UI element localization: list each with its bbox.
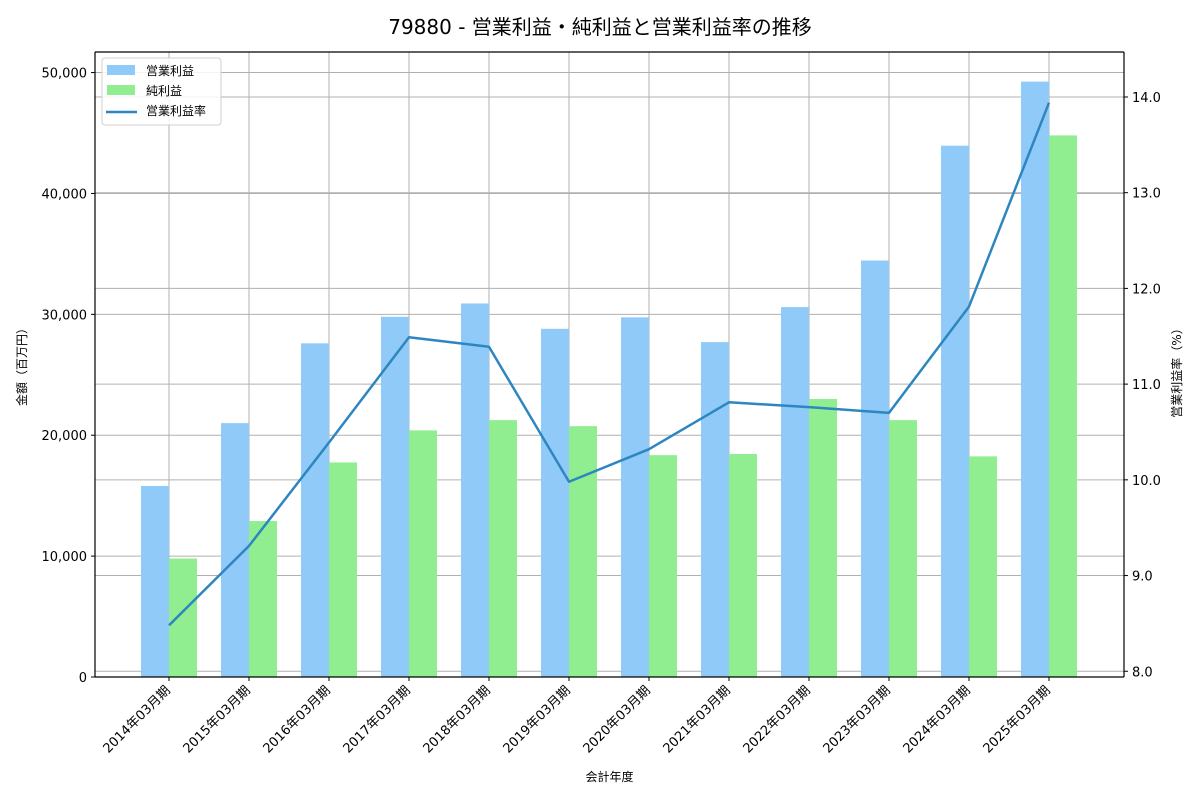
bar-operating-profit [1021,81,1049,678]
legend-item-operating-margin: 営業利益率 [106,103,206,118]
x-tick-label: 2018年03月期 [421,683,494,756]
bar-net-profit [409,430,437,677]
legend-label: 純利益 [146,84,182,98]
y2-tick-label: 8.0 [1132,665,1153,680]
bar-net-profit [729,453,757,677]
bar-operating-profit [461,303,489,677]
y2-tick-label: 13.0 [1132,187,1161,202]
legend-swatch [107,85,135,95]
y-tick-label: 50,000 [42,67,88,82]
bar-operating-profit [941,145,969,677]
x-tick-label: 2022年03月期 [741,683,814,756]
legend-item-operating-profit: 営業利益 [107,64,194,78]
y-tick-label: 0 [79,671,87,686]
x-tick-label: 2017年03月期 [341,683,414,756]
bar-net-profit [889,420,917,677]
legend-item-net-profit: 純利益 [107,84,182,98]
bar-operating-profit [541,328,569,677]
bar-operating-profit [381,316,409,677]
bar-net-profit [169,558,197,677]
legend-label: 営業利益率 [146,103,206,118]
y-axis-title: 金額（百万円） [14,322,29,406]
x-tick-label: 2023年03月期 [821,683,894,756]
y2-tick-label: 11.0 [1132,378,1161,393]
bar-net-profit [969,456,997,677]
x-tick-label: 2025年03月期 [981,683,1054,756]
bar-net-profit [649,455,677,677]
line-series [168,102,1051,627]
x-tick-label: 2021年03月期 [661,683,734,756]
bar-net-profit [249,521,277,677]
bar-operating-profit [781,307,809,677]
bar-operating-profit [141,485,169,677]
y2-axis-title: 営業利益率（%） [1169,322,1184,417]
bar-operating-profit [861,260,889,677]
y-tick-label: 40,000 [42,187,88,202]
x-tick-label: 2014年03月期 [101,683,174,756]
y2-tick-label: 10.0 [1132,474,1161,489]
y2-tick-label: 14.0 [1132,91,1161,106]
x-tick-label: 2019年03月期 [501,683,574,756]
bar-operating-profit [701,342,729,677]
bar-net-profit [489,420,517,677]
x-axis-title: 会計年度 [585,769,633,784]
y2-tick-label: 12.0 [1132,282,1161,297]
y-tick-label: 30,000 [42,308,88,323]
y2-tick-label: 9.0 [1132,570,1153,585]
bar-net-profit [809,398,837,677]
x-tick-label: 2016年03月期 [261,683,334,756]
x-tick-label: 2024年03月期 [901,683,974,756]
legend-label: 営業利益 [146,64,194,78]
bar-series [141,81,1077,678]
bar-operating-profit [621,317,649,677]
y-tick-label: 10,000 [42,550,88,565]
bar-operating-profit [301,343,329,677]
bar-net-profit [569,426,597,677]
line-operating-margin [168,102,1051,627]
legend-swatch [107,65,135,75]
y-tick-label: 20,000 [42,429,88,444]
bar-net-profit [329,462,357,677]
x-tick-label: 2015年03月期 [181,683,254,756]
bar-net-profit [1049,135,1077,677]
x-tick-label: 2020年03月期 [581,683,654,756]
chart-title: 79880 - 営業利益・純利益と営業利益率の推移 [388,15,812,39]
